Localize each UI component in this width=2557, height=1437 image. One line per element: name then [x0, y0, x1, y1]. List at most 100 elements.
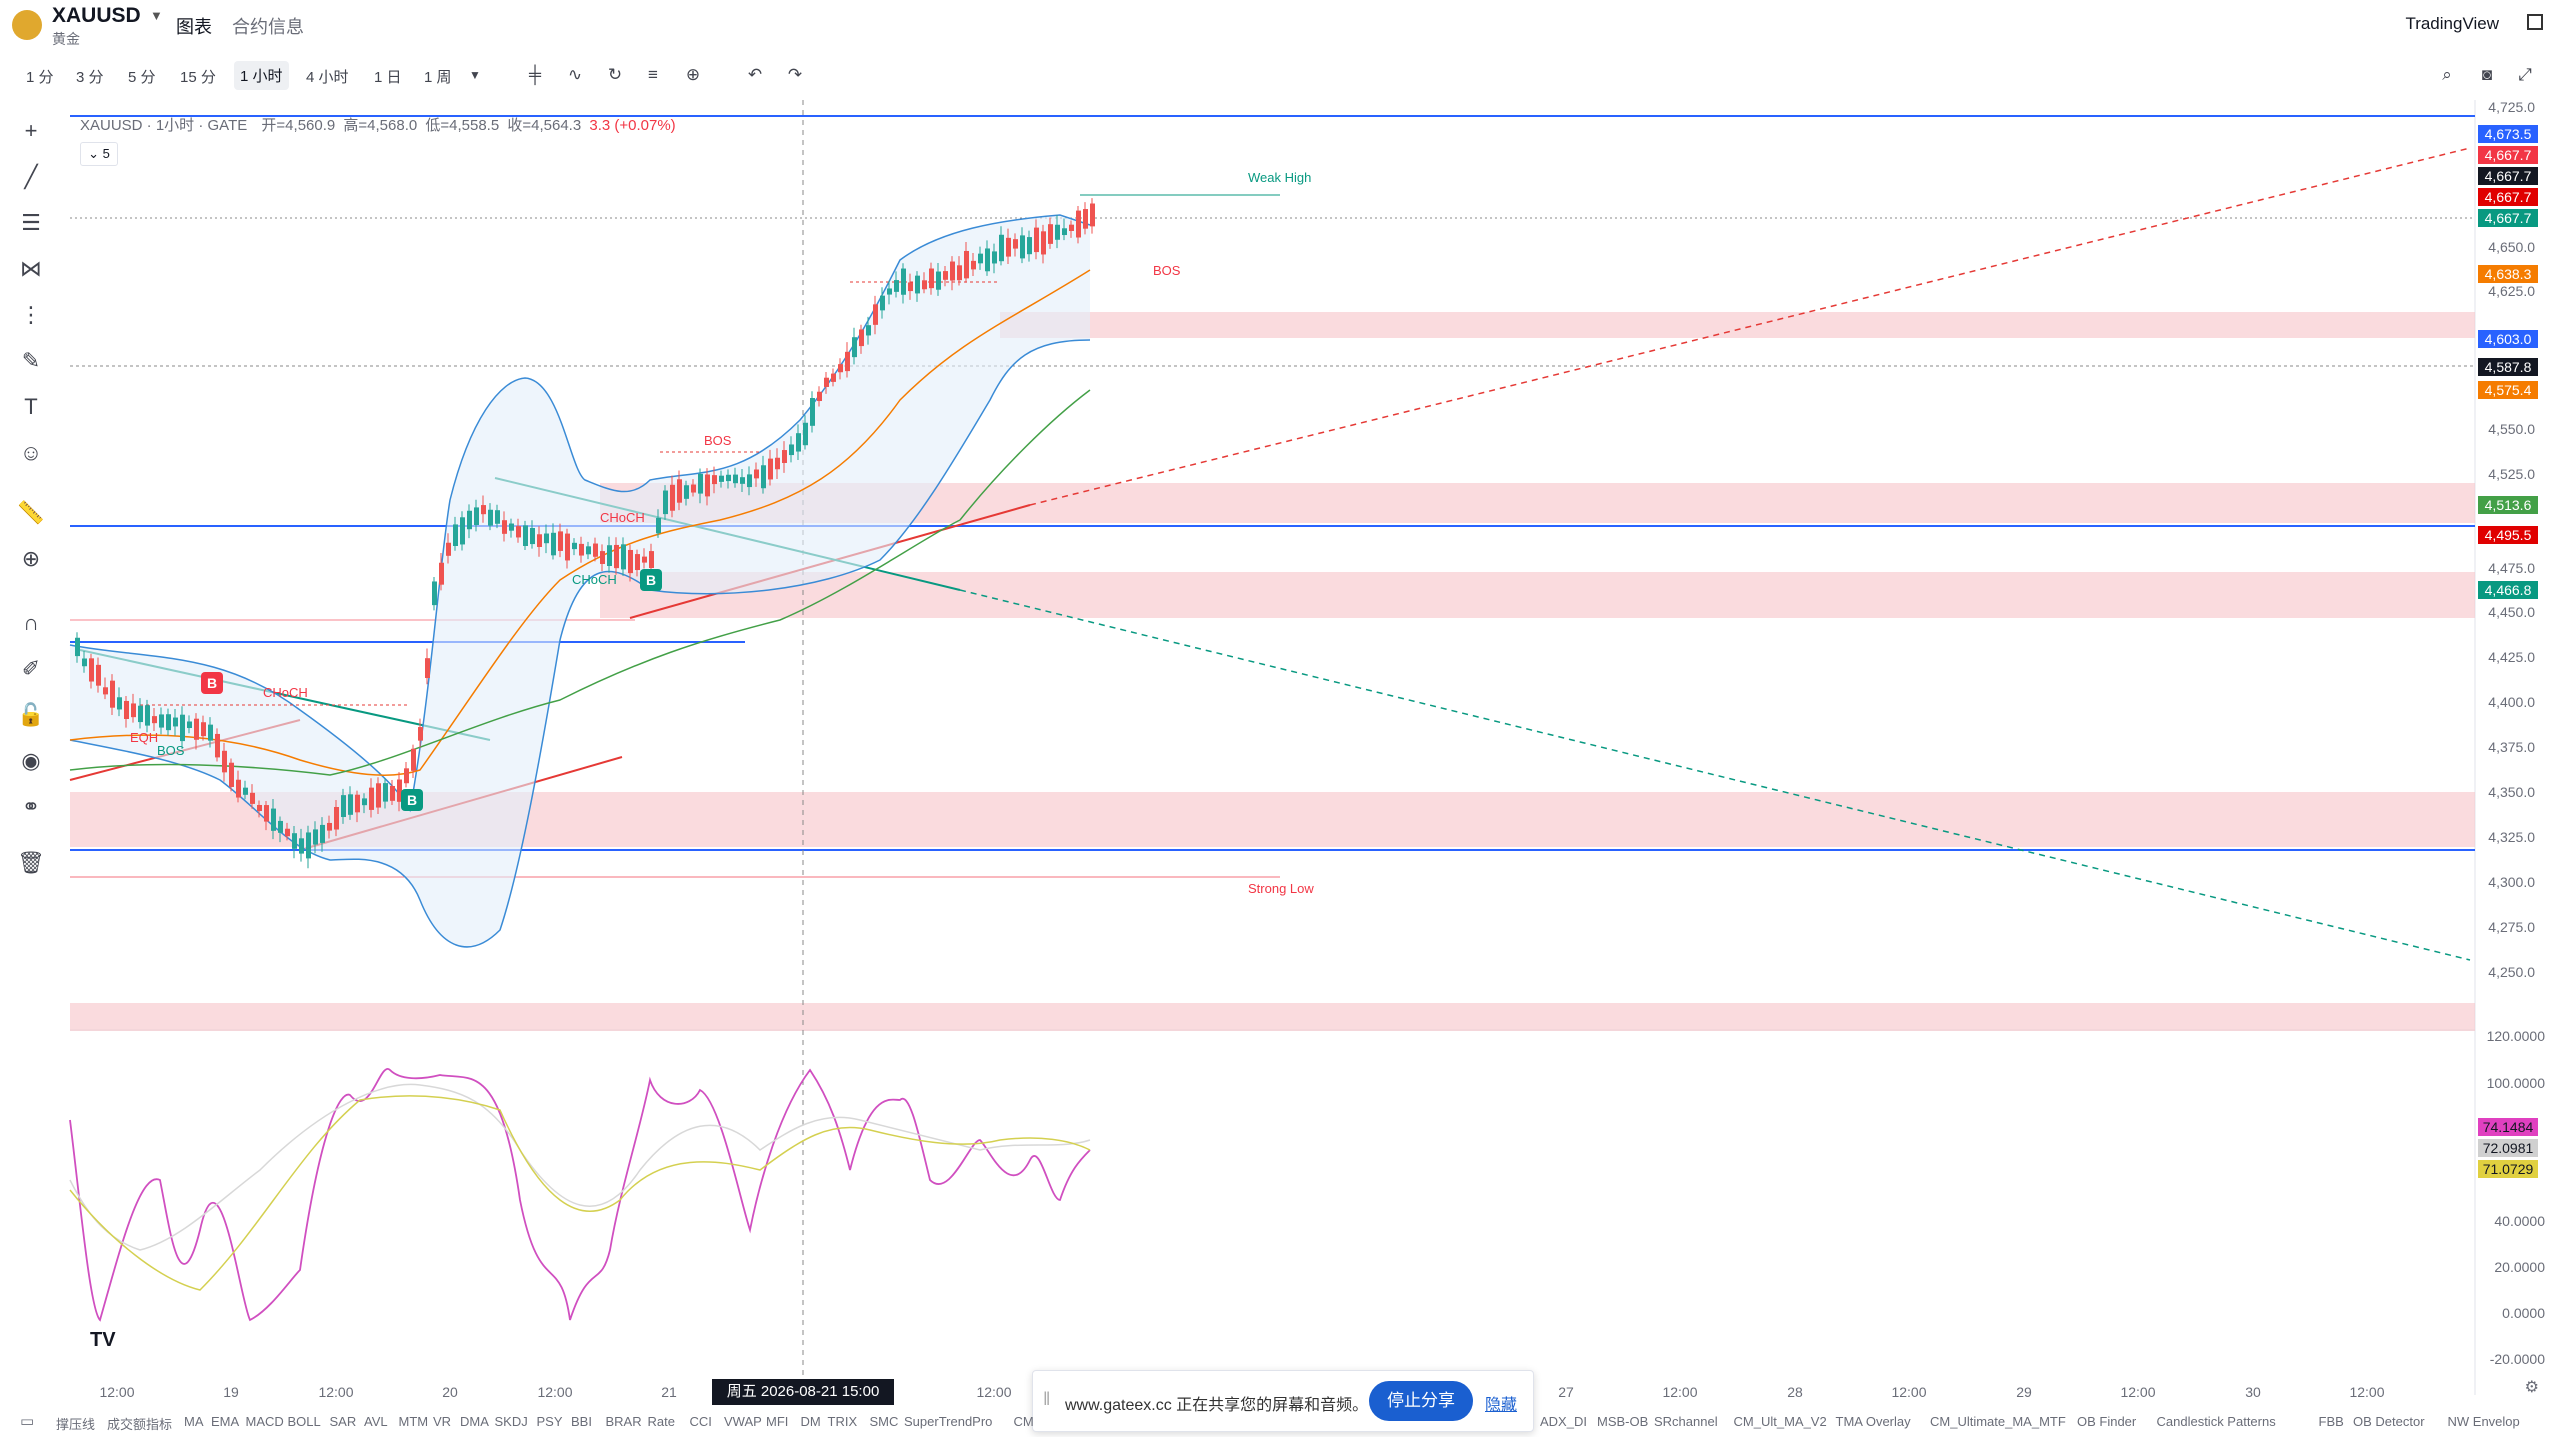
indicator-tab[interactable]: EMA — [211, 1414, 240, 1429]
indicator-tab[interactable]: OB Detector — [2353, 1414, 2425, 1429]
indicator-tab[interactable]: VR — [433, 1414, 452, 1429]
text-icon[interactable]: T — [24, 394, 38, 419]
hide-share-link[interactable]: 隐藏 — [1485, 1397, 1518, 1414]
indicator-tab[interactable]: CM_Ult_MA_V2 — [1733, 1414, 1827, 1429]
indicator-tab[interactable]: VWAP — [724, 1414, 762, 1429]
fib-icon[interactable]: ⋮ — [20, 302, 42, 327]
tab-contract-info[interactable]: 合约信息 — [232, 17, 304, 37]
header: XAUUSD ▼ 黄金 图表 合约信息 TradingView — [0, 0, 2557, 50]
timeframe-1d[interactable]: 1 日 — [374, 69, 402, 86]
stop-share-button[interactable]: 停止分享 — [1369, 1381, 1473, 1421]
symbol-name[interactable]: XAUUSD — [52, 4, 141, 27]
indicator-tab[interactable]: MA — [184, 1414, 204, 1429]
indicator-tab[interactable]: OB Finder — [2077, 1414, 2137, 1429]
zoom-icon[interactable]: ⊕ — [21, 546, 41, 571]
templates-icon[interactable]: ≡ — [648, 65, 658, 84]
pattern-icon[interactable]: ⋈ — [20, 256, 42, 281]
timeframe-5m[interactable]: 5 分 — [128, 69, 156, 86]
chevron-down-icon[interactable]: ▼ — [150, 8, 163, 23]
indicator-tab[interactable]: 撑压线 — [56, 1417, 96, 1432]
candle — [635, 554, 640, 571]
trash-icon[interactable]: 🗑 — [17, 850, 45, 875]
indicator-tab[interactable]: SuperTrendPro — [904, 1414, 993, 1429]
indicator-tab[interactable]: NW Envelop — [2447, 1414, 2520, 1429]
timeframe-15m[interactable]: 15 分 — [180, 69, 216, 86]
candle — [740, 477, 745, 484]
emoji-icon[interactable]: ☺ — [19, 440, 43, 465]
candle — [887, 288, 892, 295]
indicator-tab[interactable]: SKDJ — [494, 1414, 528, 1429]
add-icon[interactable]: ⊕ — [685, 65, 701, 84]
candle — [1083, 209, 1088, 229]
indicator-tab[interactable]: SAR — [329, 1414, 357, 1429]
timeframe-dropdown-icon[interactable]: ▼ — [469, 68, 481, 82]
candle — [432, 581, 437, 606]
undo-icon[interactable]: ↶ — [747, 65, 763, 84]
calendar-icon[interactable]: ▭ — [20, 1413, 35, 1430]
indicator-tab[interactable]: BBI — [571, 1414, 592, 1429]
candle — [957, 265, 962, 281]
oscillator-axis: 120.0000 100.0000 40.0000 20.0000 0.0000 -20.… — [2487, 1028, 2546, 1367]
horizontal-lines-icon[interactable]: ☰ — [21, 210, 41, 235]
indicator-tab[interactable]: SMC — [869, 1414, 899, 1429]
indicator-tab[interactable]: CM_Ultimate_MA_MTF — [1930, 1414, 2066, 1429]
indicators-icon[interactable]: ∿ — [567, 65, 583, 84]
indicator-tab[interactable]: Rate — [647, 1414, 675, 1429]
candle — [747, 474, 752, 488]
indicator-tab[interactable]: TRIX — [827, 1414, 858, 1429]
indicator-tab[interactable]: BRAR — [605, 1414, 642, 1429]
fullscreen-icon[interactable]: ⤢ — [2518, 65, 2532, 84]
candle — [852, 337, 857, 358]
settings-icon[interactable]: ⚙ — [2524, 1379, 2539, 1396]
candle-type-icon[interactable]: ╪ — [528, 65, 542, 84]
candle — [418, 727, 423, 741]
indicator-tab[interactable]: MSB-OB — [1597, 1414, 1649, 1429]
ruler-icon[interactable]: 📏 — [17, 500, 45, 525]
replay-icon[interactable]: ↻ — [607, 65, 623, 84]
price-label: 4,667.7 — [2478, 146, 2538, 164]
crosshair-icon[interactable]: + — [24, 118, 38, 143]
indicator-tab[interactable]: FBB — [2318, 1414, 2344, 1429]
eye-icon[interactable]: ◉ — [21, 748, 41, 773]
time-tick-label: 30 — [2245, 1384, 2261, 1400]
indicator-tab[interactable]: Candlestick Patterns — [2156, 1414, 2276, 1429]
search-icon[interactable]: ⌕ — [2442, 65, 2452, 84]
indicator-tab[interactable]: TMA Overlay — [1835, 1414, 1911, 1429]
redo-icon[interactable]: ↷ — [787, 65, 803, 84]
indicator-collapse-button[interactable]: ⌄ 5 — [80, 142, 118, 166]
camera-icon[interactable]: ◙ — [2481, 65, 2493, 84]
tab-chart[interactable]: 图表 — [176, 17, 212, 37]
indicator-tab[interactable]: ADX_DI — [1540, 1414, 1587, 1429]
brush-icon[interactable]: ✎ — [21, 348, 41, 373]
indicator-tab[interactable]: CCI — [689, 1414, 712, 1429]
link-icon[interactable]: ⚭ — [21, 794, 41, 819]
indicator-tab[interactable]: MTM — [398, 1414, 429, 1429]
candle — [124, 700, 129, 719]
stay-drawing-icon[interactable]: ✐ — [21, 656, 41, 681]
timeframe-1w[interactable]: 1 周 — [424, 69, 452, 86]
trend-line-icon[interactable]: ╱ — [24, 164, 38, 189]
timeframe-1m[interactable]: 1 分 — [26, 69, 54, 86]
osc-tick-label: -20.0000 — [2490, 1351, 2545, 1367]
indicator-tab[interactable]: AVL — [364, 1414, 388, 1429]
brand-label: TradingView — [2405, 14, 2499, 33]
indicator-tab[interactable]: MFI — [766, 1414, 789, 1429]
indicator-tab[interactable]: 成交额指标 — [107, 1417, 173, 1432]
indicator-tab[interactable]: DMA — [460, 1414, 489, 1429]
price-tick-label: 4,650.0 — [2488, 239, 2535, 255]
timeframe-1h[interactable]: 1 小时 — [234, 61, 289, 90]
drag-handle-icon[interactable]: ‖ — [1043, 1389, 1051, 1409]
timeframe-4h[interactable]: 4 小时 — [306, 69, 349, 86]
timeframe-3m[interactable]: 3 分 — [76, 69, 104, 86]
window-icon[interactable] — [2527, 14, 2543, 30]
lock-icon[interactable]: 🔓 — [17, 702, 45, 727]
indicator-tab[interactable]: SRchannel — [1654, 1414, 1718, 1429]
magnet-icon[interactable]: ∩ — [23, 610, 39, 635]
indicator-tab[interactable]: PSY — [536, 1414, 563, 1429]
candle — [145, 705, 150, 726]
indicator-tab[interactable]: CM — [1013, 1414, 1034, 1429]
indicator-tab[interactable]: DM — [800, 1414, 821, 1429]
indicator-tab[interactable]: MACD — [245, 1414, 284, 1429]
indicator-tab[interactable]: BOLL — [287, 1414, 321, 1429]
